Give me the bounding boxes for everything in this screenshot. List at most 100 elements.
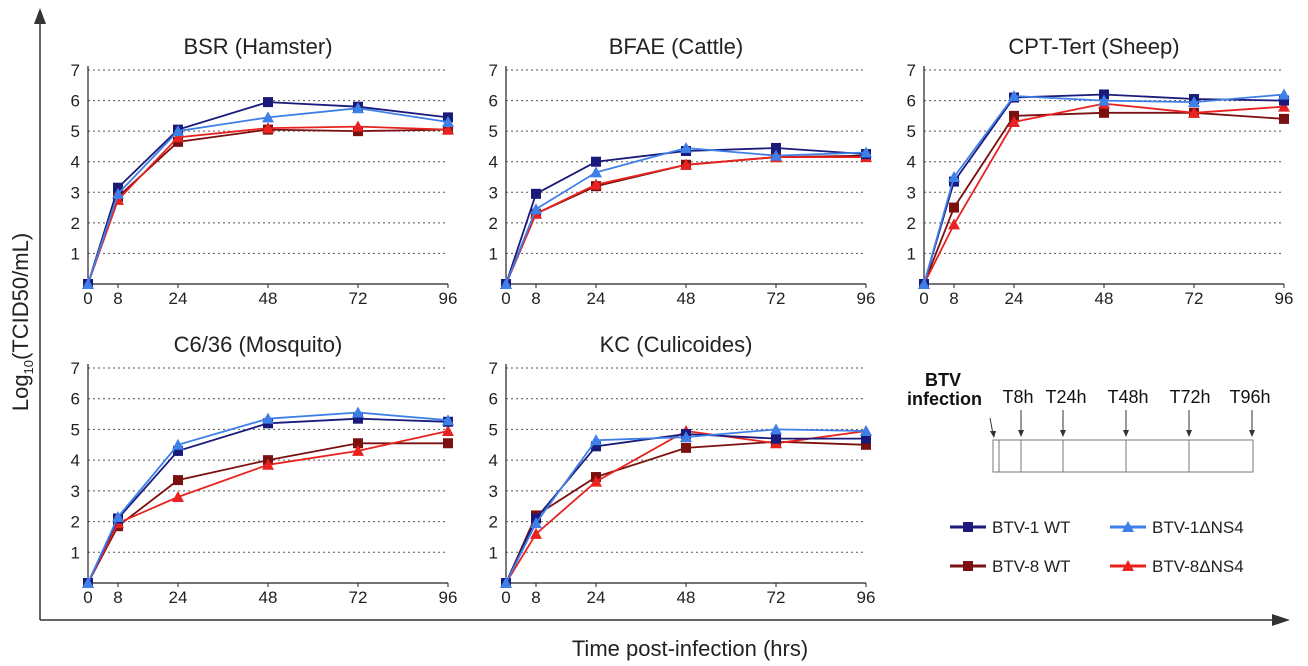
- y-tick-label: 4: [71, 153, 80, 172]
- data-point-btv1_dns4: [770, 423, 782, 435]
- data-point-btv1_dns4: [1278, 88, 1290, 100]
- legend-marker: [963, 561, 973, 571]
- data-point-btv1_wt: [173, 445, 183, 456]
- legend-item-btv8_dns4: BTV-8ΔNS4: [1110, 557, 1244, 576]
- main-x-label: Time post-infection (hrs): [572, 636, 808, 661]
- data-point-btv8_dns4: [262, 458, 274, 470]
- series-btv8_wt: [501, 150, 871, 289]
- timeline-label-t48: T48h: [1107, 387, 1148, 407]
- x-tick-label: 48: [259, 289, 278, 308]
- y-tick-label: 1: [71, 244, 80, 263]
- data-point-btv8_dns4: [352, 120, 364, 132]
- series-line-btv1_dns4: [87, 107, 449, 285]
- data-point-btv8_dns4: [680, 158, 692, 170]
- data-point-btv8_dns4: [1188, 106, 1200, 118]
- series-btv1_dns4: [500, 423, 872, 588]
- x-tick-label: 24: [169, 289, 188, 308]
- timeline-label-t96: T96h: [1229, 387, 1270, 407]
- data-point-btv1_wt: [771, 142, 781, 153]
- y-tick-label: 5: [489, 420, 498, 439]
- x-tick-label: 96: [439, 588, 458, 607]
- data-point-btv1_wt: [1099, 89, 1109, 100]
- series-btv1_wt: [83, 413, 453, 588]
- y-tick-label: 3: [71, 482, 80, 501]
- legend-label: BTV-1ΔNS4: [1152, 518, 1244, 537]
- data-point-btv1_dns4: [860, 424, 872, 436]
- series-btv1_wt: [501, 429, 871, 588]
- x-tick-label: 72: [349, 289, 368, 308]
- data-point-btv8_wt: [949, 202, 959, 213]
- series-line-btv8_dns4: [87, 125, 449, 285]
- timeline-point-t48: T48h: [1107, 387, 1149, 437]
- series-line-btv8_dns4: [505, 430, 867, 584]
- data-point-btv8_wt: [681, 442, 691, 453]
- data-point-btv1_dns4: [680, 431, 692, 443]
- y-tick-label: 5: [489, 122, 498, 141]
- series-line-btv8_dns4: [923, 102, 1285, 285]
- data-point-btv1_dns4: [530, 517, 542, 529]
- data-point-btv1_dns4: [112, 510, 124, 522]
- legend-label: BTV-8 WT: [992, 557, 1070, 576]
- x-tick-label: 24: [587, 289, 606, 308]
- timeline-start-label-1: BTV: [925, 370, 961, 390]
- data-point-btv8_dns4: [1278, 100, 1290, 112]
- data-point-btv8_dns4: [442, 123, 454, 135]
- data-point-btv1_dns4: [1188, 96, 1200, 108]
- x-tick-label: 0: [83, 588, 92, 607]
- timeline-arrowhead-t72: [1186, 430, 1192, 437]
- data-point-btv1_wt: [263, 97, 273, 108]
- y-tick-label: 5: [71, 420, 80, 439]
- legend-label: BTV-1 WT: [992, 518, 1070, 537]
- data-point-btv1_dns4: [1098, 94, 1110, 106]
- data-point-btv8_dns4: [172, 491, 184, 502]
- x-tick-label: 8: [531, 289, 540, 308]
- data-point-btv1_dns4: [172, 438, 184, 450]
- data-point-btv1_dns4: [530, 203, 542, 215]
- panel-title: C6/36 (Mosquito): [174, 332, 343, 357]
- data-point-btv1_dns4: [680, 141, 692, 153]
- series-btv1_dns4: [82, 102, 454, 289]
- timeline-point-t96: T96h: [1229, 387, 1271, 437]
- panel-2: CPT-Tert (Sheep) 1 2 3 4 5 6 7 0 8 24 48 72 96: [907, 34, 1294, 308]
- data-point-btv1_dns4: [82, 278, 94, 289]
- y-tick-label: 4: [489, 451, 498, 470]
- data-point-btv1_wt: [861, 433, 871, 444]
- data-point-btv8_dns4: [590, 475, 602, 487]
- y-tick-label: 6: [71, 390, 80, 409]
- legend-marker: [1122, 521, 1134, 532]
- series-btv8_dns4: [918, 97, 1290, 289]
- x-tick-label: 96: [1275, 289, 1294, 308]
- data-point-btv1_wt: [1279, 95, 1289, 106]
- data-point-btv8_dns4: [948, 218, 960, 230]
- y-tick-label: 3: [489, 183, 498, 202]
- series-btv8_wt: [501, 436, 871, 588]
- data-point-btv1_dns4: [172, 125, 184, 137]
- y-tick-label: 7: [71, 359, 80, 378]
- x-tick-label: 8: [113, 588, 122, 607]
- data-point-btv8_wt: [353, 438, 363, 449]
- y-tick-label: 4: [71, 451, 80, 470]
- data-point-btv1_dns4: [442, 414, 454, 426]
- data-point-btv1_dns4: [1008, 89, 1020, 101]
- y-tick-label: 2: [489, 513, 498, 532]
- y-tick-label: 2: [907, 214, 916, 233]
- series-btv1_dns4: [82, 406, 454, 588]
- x-tick-label: 48: [259, 588, 278, 607]
- timeline-arrowhead-t8: [1018, 430, 1024, 437]
- series-line-btv1_dns4: [505, 147, 867, 285]
- x-tick-label: 24: [169, 588, 188, 607]
- timeline-arrowhead-t48: [1123, 430, 1129, 437]
- series-btv8_dns4: [82, 120, 454, 289]
- series-line-btv1_dns4: [87, 411, 449, 584]
- y-tick-label: 4: [489, 153, 498, 172]
- series-btv1_dns4: [500, 141, 872, 289]
- x-tick-label: 48: [677, 289, 696, 308]
- series-line-btv1_dns4: [505, 428, 867, 584]
- legend-marker: [1122, 560, 1134, 571]
- data-point-btv1_wt: [771, 433, 781, 444]
- y-tick-label: 6: [489, 390, 498, 409]
- series-line-btv1_wt: [87, 101, 449, 285]
- series-line-btv8_wt: [505, 154, 867, 285]
- timeline-label-t24: T24h: [1045, 387, 1086, 407]
- data-point-btv8_dns4: [172, 131, 184, 143]
